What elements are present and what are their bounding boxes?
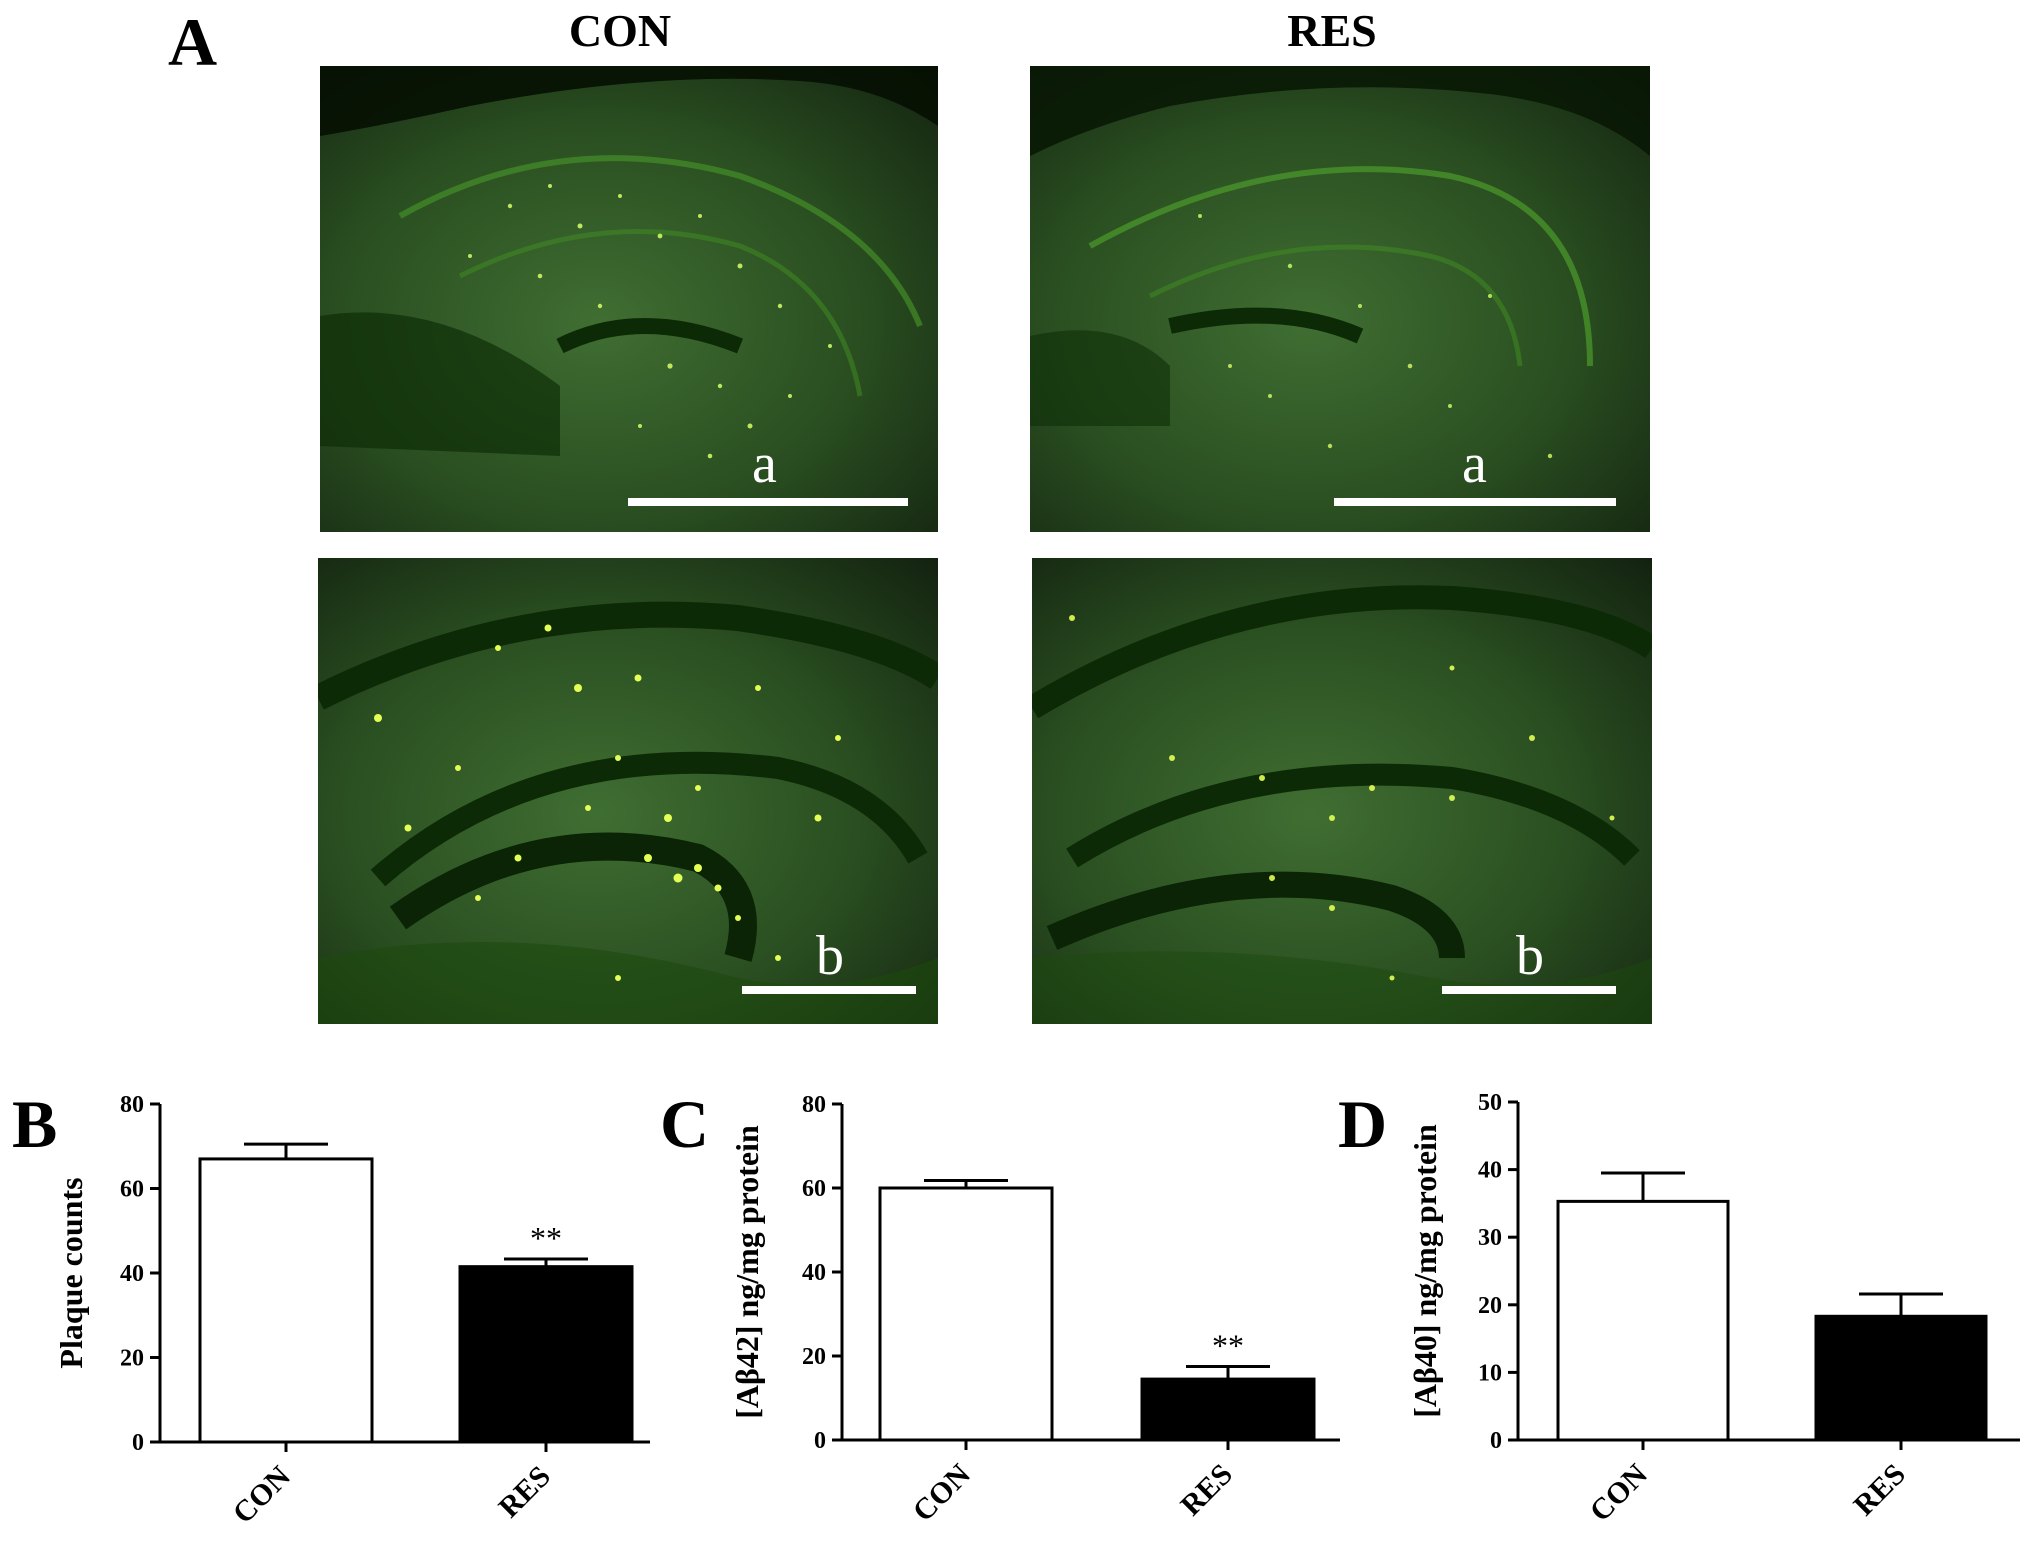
micrograph-res-b: b [1032,558,1652,1024]
scale-bar [1442,986,1616,994]
scale-bar [628,498,908,506]
y-tick-label: 10 [1478,1360,1502,1386]
y-tick-label: 40 [802,1260,826,1286]
y-tick-label: 60 [802,1176,826,1202]
scale-bar [1334,498,1616,506]
y-tick-label: 40 [1478,1158,1502,1184]
y-tick-label: 30 [1478,1225,1502,1251]
bar [458,1265,634,1444]
image-label: a [1462,433,1487,495]
bar-chart-b: 0 20 40 60 80 Plaque counts CON RES ** [53,1092,650,1530]
y-tick-label: 20 [1478,1293,1502,1319]
x-tick-label: RES [1174,1458,1239,1523]
panel-letter-a: A [168,4,218,80]
bar-chart-c: 0 20 40 60 80 [Aβ42] ng/mg protein CON RES ** [729,1092,1340,1528]
bar-chart-d: 0 10 20 30 40 50 [Aβ40] ng/mg protein CON RES [1407,1090,2020,1528]
panel-letter-d: D [1338,1086,1388,1162]
micrograph-con-b: b [318,558,938,1024]
y-tick-label: 20 [120,1346,144,1372]
x-tick-label: RES [492,1460,557,1525]
hippocampus-overview-image [1030,66,1650,459]
y-axis-label: [Aβ42] ng/mg protein [729,1125,765,1419]
x-tick-label: RES [1847,1458,1912,1523]
x-tick-label: CON [906,1457,977,1528]
y-tick-label: 0 [1490,1428,1502,1454]
y-axis-label: Plaque counts [53,1177,89,1368]
bar [1556,1199,1730,1442]
hippocampus-detail-image [1032,585,1652,1024]
image-label: a [752,433,777,495]
hippocampus-detail-image [318,601,938,1024]
bar [1140,1377,1316,1442]
micrograph-con-a: a [320,66,938,532]
x-tick-label: CON [226,1459,297,1530]
image-label: b [816,925,844,987]
bar [198,1157,374,1444]
hippocampus-overview-image [320,66,938,459]
bar [1814,1314,1988,1442]
x-tick-label: CON [1583,1457,1654,1528]
significance-marker: ** [530,1220,562,1256]
y-tick-label: 0 [132,1430,144,1456]
column-title-res: RES [1287,5,1377,56]
y-axis-label: [Aβ40] ng/mg protein [1407,1124,1443,1418]
y-tick-label: 80 [802,1092,826,1118]
y-tick-label: 60 [120,1177,144,1203]
y-tick-label: 0 [814,1428,826,1454]
column-title-con: CON [568,5,672,56]
y-tick-label: 40 [120,1261,144,1287]
y-tick-label: 50 [1478,1090,1502,1116]
scale-bar [742,986,916,994]
bar [878,1186,1054,1442]
micrograph-res-a: a [1030,66,1650,532]
image-label: b [1516,925,1544,987]
y-tick-label: 80 [120,1092,144,1118]
y-tick-label: 20 [802,1344,826,1370]
panel-letter-b: B [12,1086,58,1162]
panel-letter-c: C [660,1086,710,1162]
significance-marker: ** [1212,1328,1244,1364]
